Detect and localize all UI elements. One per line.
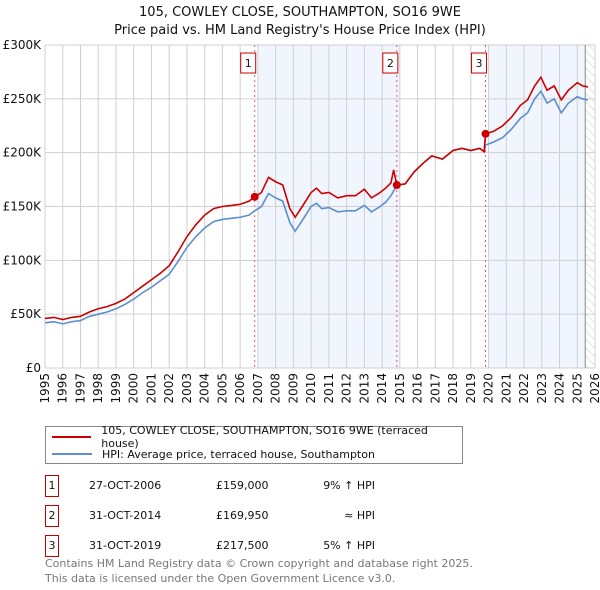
y-tick-label: £0	[26, 361, 41, 375]
sale-price: £169,950	[216, 509, 269, 522]
x-tick-label: 2024	[553, 373, 567, 404]
legend-blue-swatch	[52, 453, 92, 455]
x-tick-label: 2011	[322, 373, 336, 404]
sale-row: 2 31-OCT-2014 £169,950 ≈ HPI	[45, 505, 375, 527]
x-tick-label: 2020	[482, 373, 496, 404]
hpi-line	[44, 89, 589, 325]
x-tick-label: 1996	[56, 373, 70, 404]
sale-hpi-compare: 5% ↑ HPI	[323, 539, 375, 552]
sale-number-badge: 3	[45, 535, 59, 557]
legend: 105, COWLEY CLOSE, SOUTHAMPTON, SO16 9WE…	[45, 424, 463, 464]
x-tick-label: 2008	[269, 373, 283, 404]
sale-hpi-compare: 9% ↑ HPI	[323, 479, 375, 492]
legend-blue-label: HPI: Average price, terraced house, Sout…	[102, 447, 375, 461]
legend-red-swatch	[52, 436, 92, 438]
x-tick-label: 2007	[251, 373, 265, 404]
sale-point	[392, 181, 401, 190]
x-tick-label: 2004	[198, 373, 212, 404]
x-tick-label: 2026	[588, 373, 600, 404]
x-tick-label: 2005	[215, 373, 229, 404]
x-tick-label: 2016	[411, 373, 425, 404]
x-tick-label: 2025	[570, 373, 584, 404]
y-tick-label: £50K	[10, 307, 42, 321]
sale-marker-label: 3	[476, 57, 483, 70]
x-tick-label: 2001	[144, 373, 158, 404]
y-tick-label: £100K	[3, 253, 43, 267]
x-tick-label: 1999	[109, 373, 123, 404]
sale-marker-box	[382, 52, 399, 74]
x-tick-label: 2021	[499, 373, 513, 404]
x-tick-label: 2006	[233, 373, 247, 404]
sale-hpi-compare: ≈ HPI	[344, 509, 375, 522]
y-tick-label: £150K	[3, 200, 43, 214]
sale-marker-box	[471, 52, 488, 74]
sale-point	[481, 129, 490, 138]
sale-date: 31-OCT-2019	[89, 539, 162, 552]
sale-row: 1 27-OCT-2006 £159,000 9% ↑ HPI	[45, 475, 375, 497]
x-tick-label: 2015	[393, 373, 407, 404]
x-tick-label: 1997	[73, 373, 87, 404]
footer-line-2: This data is licensed under the Open Gov…	[45, 572, 396, 585]
x-tick-label: 2000	[127, 373, 141, 404]
x-tick-label: 2010	[304, 373, 318, 404]
property-price-line	[44, 75, 589, 321]
x-tick-label: 2014	[375, 373, 389, 404]
y-tick-label: £250K	[3, 92, 43, 106]
x-tick-label: 2009	[286, 373, 300, 404]
legend-red-label: 105, COWLEY CLOSE, SOUTHAMPTON, SO16 9WE…	[101, 424, 428, 450]
sale-number-badge: 1	[45, 475, 59, 497]
sale-date: 27-OCT-2006	[89, 479, 162, 492]
sale-number-badge: 2	[45, 505, 59, 527]
x-tick-label: 2003	[180, 373, 194, 404]
x-tick-label: 2013	[357, 373, 371, 404]
x-tick-label: 2022	[517, 373, 531, 404]
x-tick-label: 2018	[446, 373, 460, 404]
y-tick-label: £200K	[3, 146, 43, 160]
sale-marker-box	[240, 52, 257, 74]
y-tick-label: £300K	[3, 38, 43, 52]
sale-date: 31-OCT-2014	[89, 509, 162, 522]
x-tick-label: 2002	[162, 373, 176, 404]
sale-row: 3 31-OCT-2019 £217,500 5% ↑ HPI	[45, 535, 375, 557]
x-tick-label: 1998	[91, 373, 105, 404]
chart-subtitle: Price paid vs. HM Land Registry's House …	[114, 23, 486, 38]
sale-marker-label: 1	[245, 57, 252, 70]
x-tick-label: 2012	[340, 373, 354, 404]
sale-marker-label: 2	[387, 57, 394, 70]
x-tick-label: 1995	[38, 373, 52, 404]
x-tick-label: 2023	[535, 373, 549, 404]
price-chart: 1995 1996 1997 1998 1999 2000 2001 2002 2003 2004…	[3, 38, 600, 404]
x-tick-label: 2019	[464, 373, 478, 404]
sale-point	[250, 192, 259, 201]
sale-price: £159,000	[216, 479, 269, 492]
sale-price: £217,500	[216, 539, 269, 552]
chart-title: 105, COWLEY CLOSE, SOUTHAMPTON, SO16 9WE	[139, 5, 461, 20]
x-tick-label: 2017	[428, 373, 442, 404]
footer-line-1: Contains HM Land Registry data © Crown c…	[45, 557, 473, 570]
